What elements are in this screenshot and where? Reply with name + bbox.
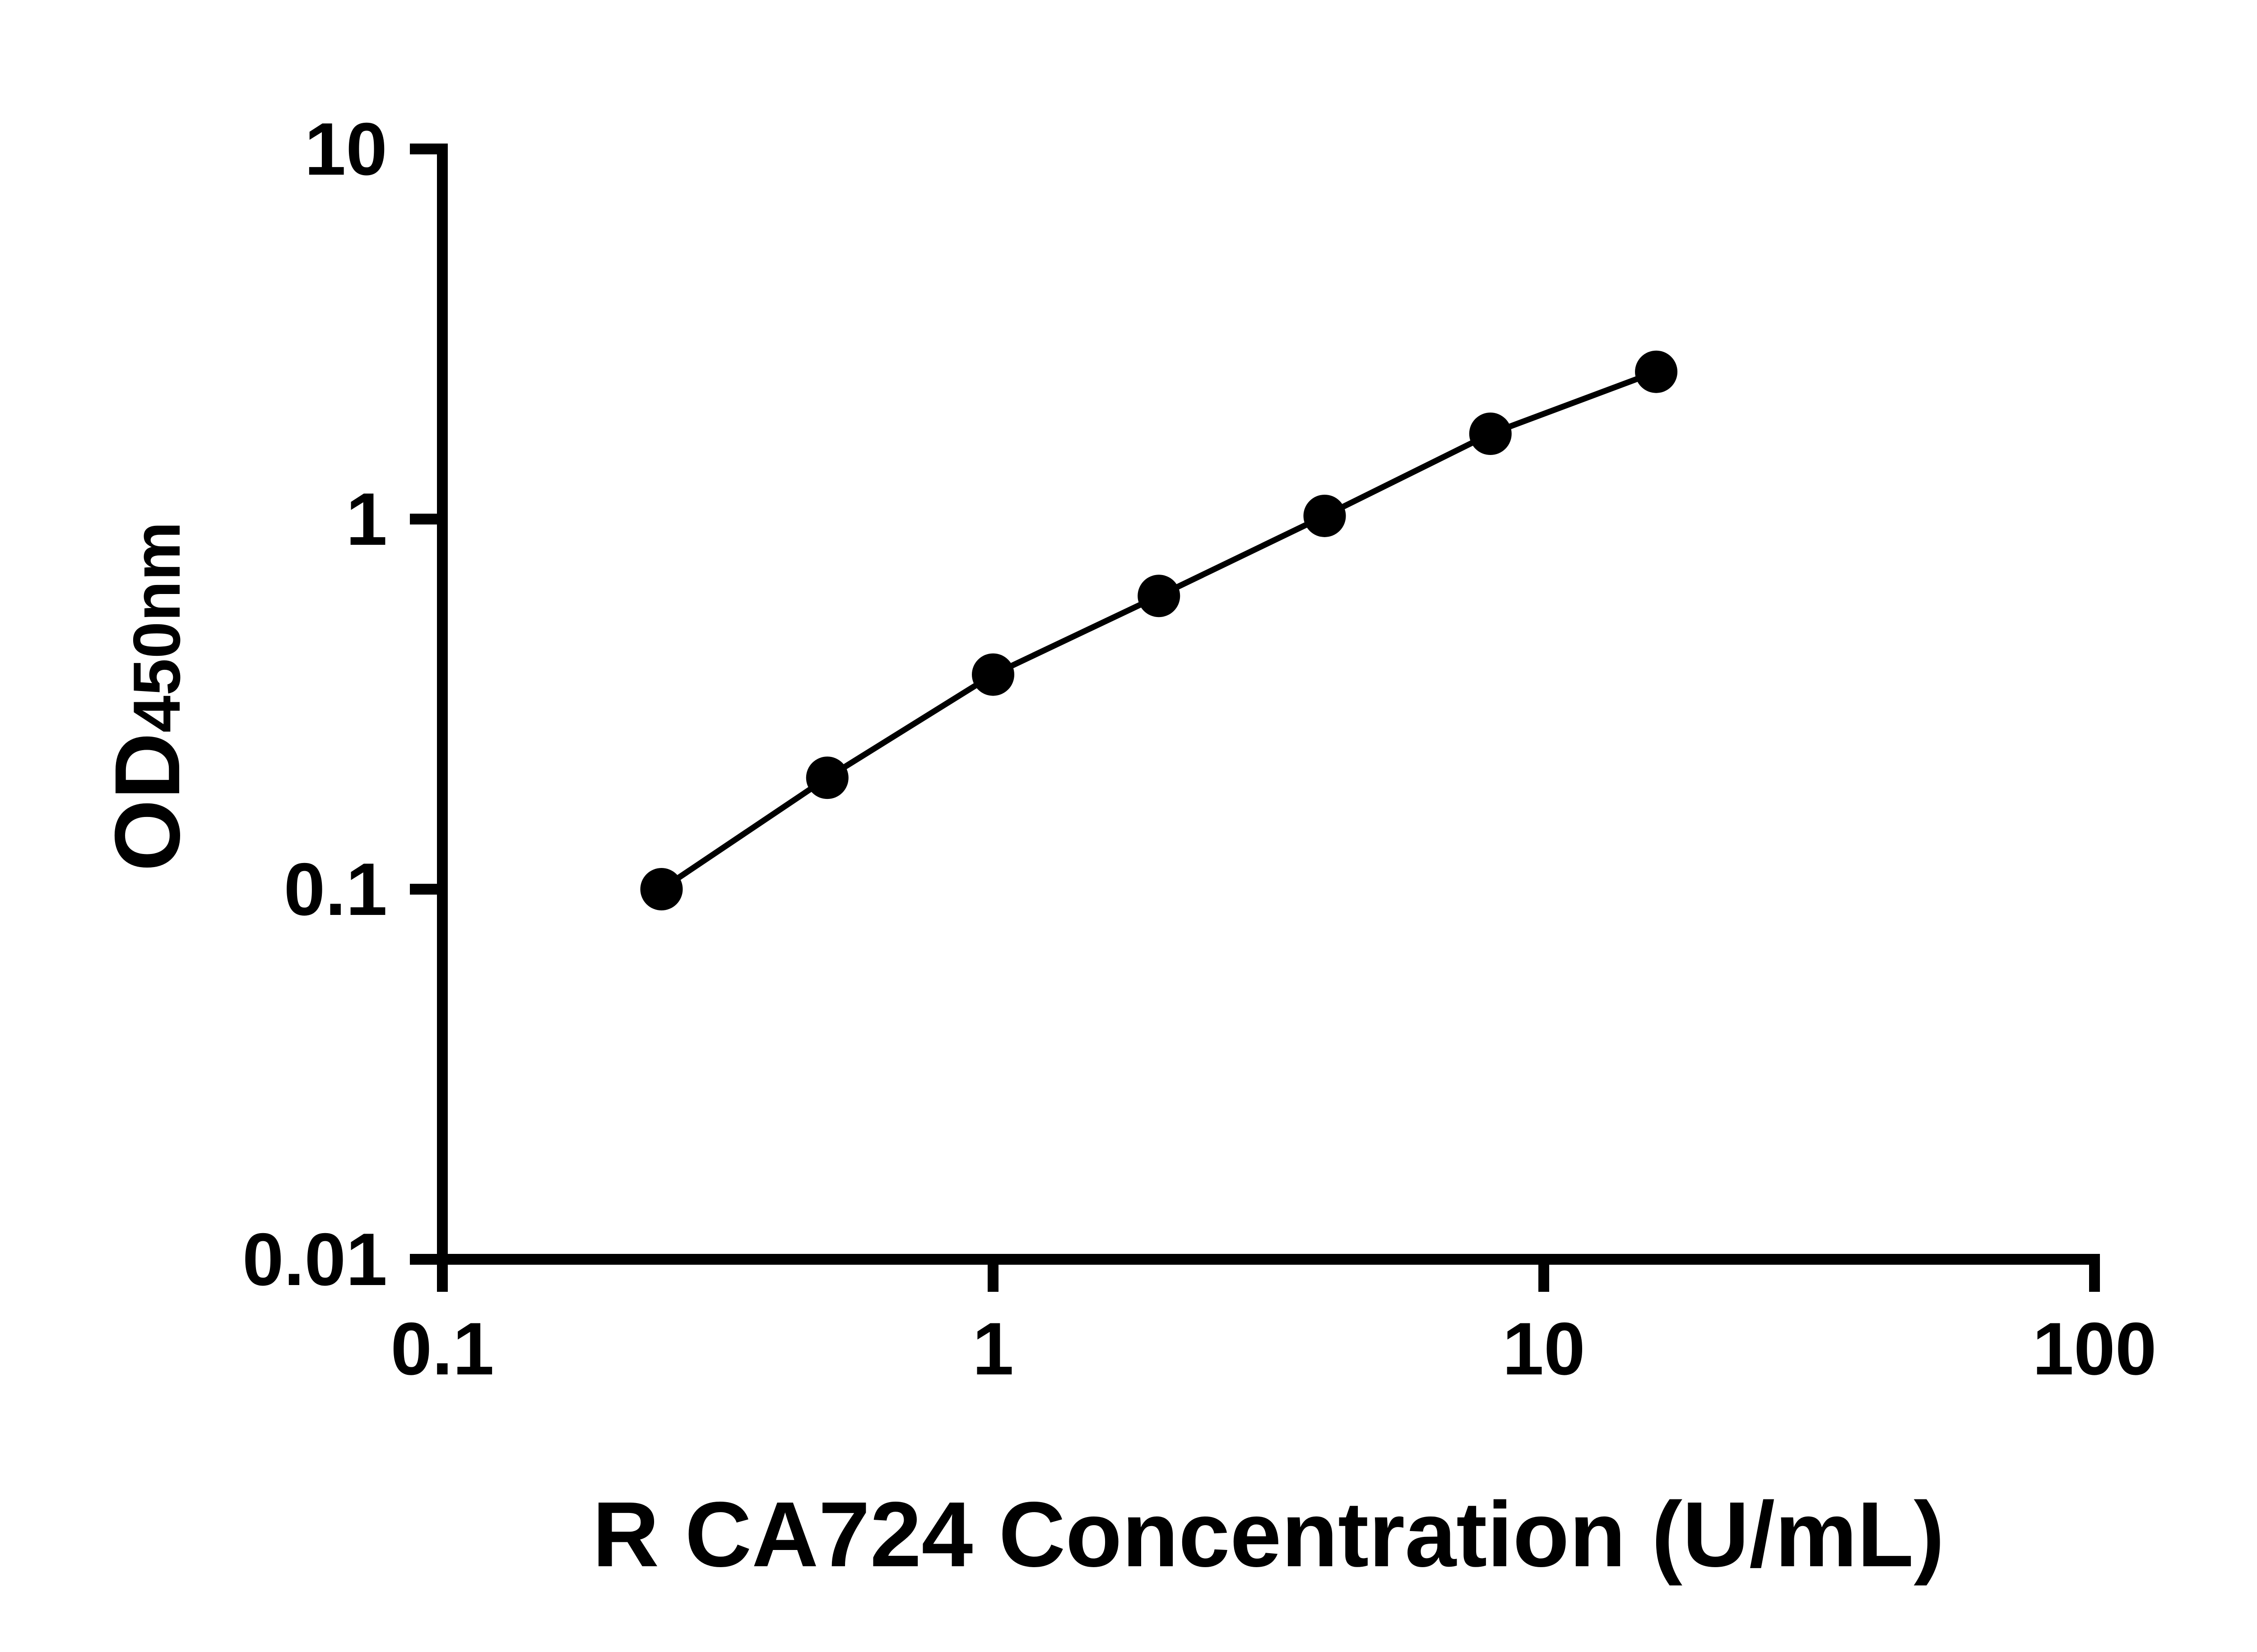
y-axis-title-subscript: 450nm	[119, 521, 194, 733]
data-point	[1138, 575, 1180, 617]
y-axis-title: OD 450nm	[89, 381, 206, 1012]
x-tick-label: 1	[972, 1307, 1014, 1390]
y-tick-label: 0.01	[242, 1218, 387, 1301]
y-tick-label: 1	[346, 478, 387, 561]
data-point	[1469, 413, 1512, 455]
y-tick-label: 0.1	[284, 848, 387, 931]
y-tick-label: 10	[304, 107, 387, 190]
x-tick-label: 0.1	[390, 1307, 494, 1390]
data-point	[1303, 494, 1346, 537]
data-point	[806, 756, 849, 799]
axes-spine	[437, 144, 2100, 1265]
x-axis-title: R CA724 Concentration (U/mL)	[592, 1483, 1945, 1586]
data-line	[659, 369, 1658, 892]
data-point	[972, 653, 1014, 696]
data-point	[1635, 350, 1678, 393]
x-tick-label: 100	[2032, 1307, 2156, 1390]
x-tick-label: 10	[1502, 1307, 1585, 1390]
data-point	[640, 868, 683, 910]
y-axis-title-base: OD	[96, 733, 199, 872]
